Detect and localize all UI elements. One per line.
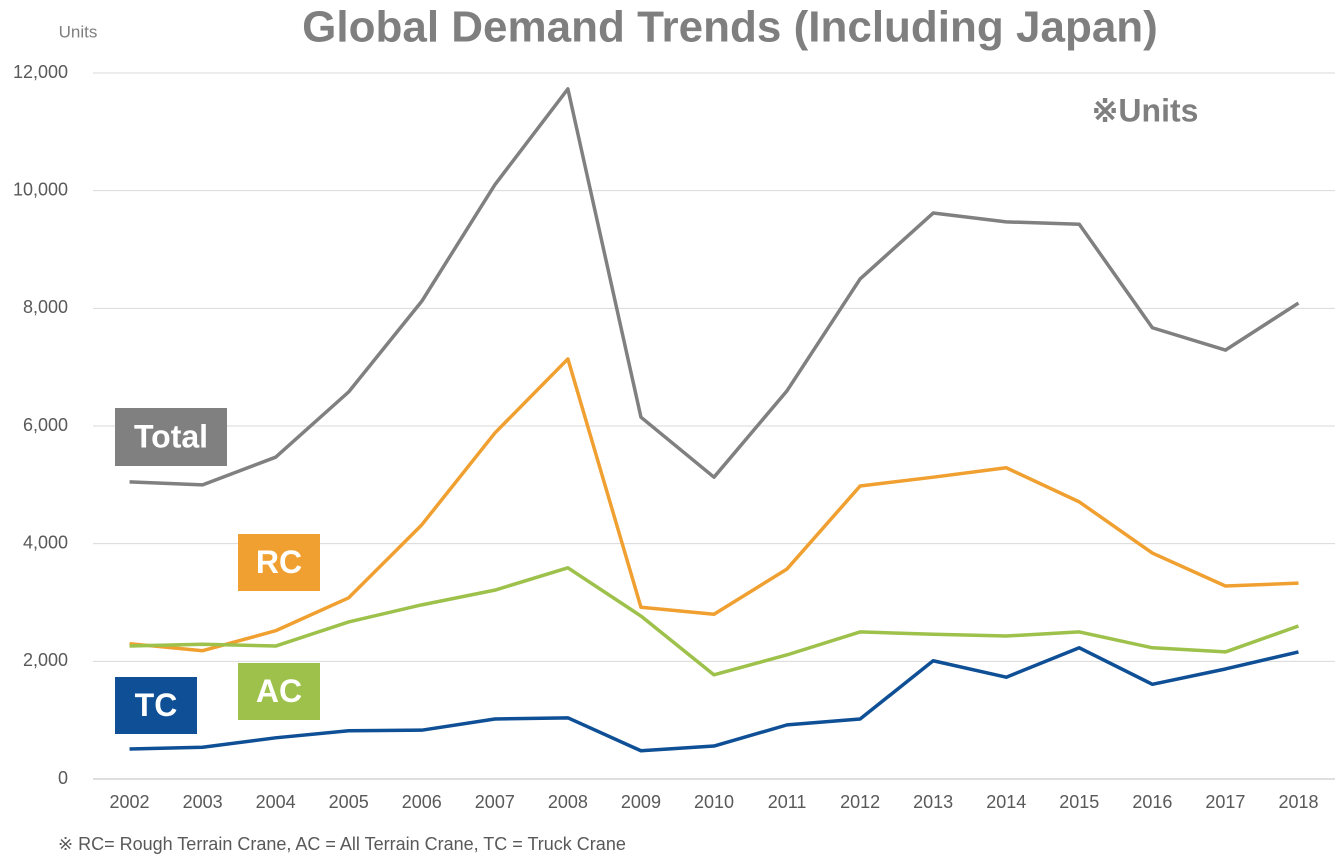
y-tick-label: 4,000 (23, 532, 68, 552)
series-label: TC (135, 687, 178, 723)
x-tick-label: 2017 (1205, 792, 1245, 812)
x-tick-label: 2015 (1059, 792, 1099, 812)
series-line (129, 87, 1300, 487)
x-tick-label: 2014 (986, 792, 1026, 812)
series-label-box (238, 534, 320, 591)
y-tick-label: 12,000 (13, 62, 68, 82)
chart-title: Global Demand Trends (Including Japan) (302, 3, 1158, 52)
y-tick-label: 0 (58, 768, 68, 788)
series-label: RC (256, 544, 302, 580)
y-axis-label: Units (59, 22, 98, 41)
x-tick-label: 2005 (329, 792, 369, 812)
x-tick-label: 2018 (1278, 792, 1318, 812)
y-tick-label: 8,000 (23, 297, 68, 317)
series-label: Total (134, 418, 208, 454)
x-tick-label: 2008 (548, 792, 588, 812)
series-label: AC (256, 673, 302, 709)
series-label-box (115, 677, 197, 734)
x-tick-label: 2009 (621, 792, 661, 812)
y-tick-label: 10,000 (13, 179, 68, 199)
x-tick-label: 2011 (768, 792, 807, 812)
x-tick-label: 2003 (183, 792, 223, 812)
annotation: ※Units (1092, 92, 1199, 128)
series-label-box (115, 408, 227, 466)
series-label-box (238, 663, 320, 720)
series-line (129, 646, 1299, 753)
x-tick-label: 2002 (110, 792, 150, 812)
series-line (129, 357, 1299, 653)
x-tick-label: 2007 (475, 792, 515, 812)
series-line (129, 566, 1300, 677)
x-tick-label: 2004 (256, 792, 296, 812)
y-tick-label: 2,000 (23, 650, 68, 670)
footnote: ※ RC= Rough Terrain Crane, AC = All Terr… (58, 834, 626, 854)
x-tick-label: 2016 (1132, 792, 1172, 812)
x-tick-label: 2006 (402, 792, 442, 812)
y-tick-label: 6,000 (23, 415, 68, 435)
x-tick-label: 2013 (913, 792, 953, 812)
x-tick-label: 2010 (694, 792, 734, 812)
x-tick-label: 2012 (840, 792, 880, 812)
